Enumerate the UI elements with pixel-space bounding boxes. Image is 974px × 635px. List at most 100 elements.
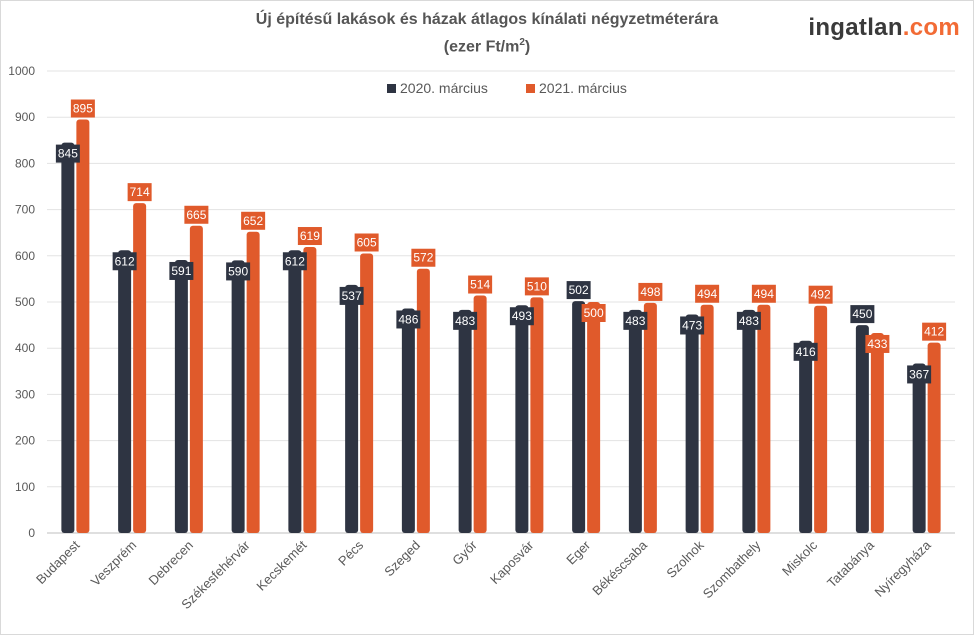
data-label: 500 <box>584 306 604 320</box>
y-tick-label: 700 <box>15 203 35 217</box>
data-label: 483 <box>739 314 759 328</box>
data-label: 591 <box>171 264 191 278</box>
data-label: 473 <box>682 318 702 332</box>
data-label-box <box>736 311 761 330</box>
data-label: 605 <box>357 235 377 249</box>
data-label: 367 <box>909 367 929 381</box>
bar-2021 <box>927 342 941 533</box>
x-tick-label: Győr <box>449 537 480 568</box>
bar-2020 <box>174 259 188 533</box>
bar-2020 <box>912 363 926 533</box>
x-tick-label: Debrecen <box>146 538 196 588</box>
x-tick-label: Eger <box>563 537 593 567</box>
data-label: 665 <box>186 208 206 222</box>
chart-subtitle-suffix: ) <box>524 38 531 56</box>
x-tick-label: Tatabánya <box>824 537 878 591</box>
bar-2020 <box>685 314 699 533</box>
data-label-box <box>241 211 266 230</box>
bar-2021 <box>870 332 884 533</box>
chart-subtitle-prefix: (ezer Ft/m <box>443 38 520 56</box>
data-label: 612 <box>115 254 135 268</box>
legend-label: 2021. március <box>539 80 627 96</box>
data-label: 498 <box>640 285 660 299</box>
y-tick-label: 300 <box>15 387 35 401</box>
data-label-box <box>509 307 534 326</box>
data-label-box <box>226 262 251 281</box>
data-label: 450 <box>852 307 872 321</box>
bar-2020 <box>345 284 359 533</box>
data-label: 612 <box>285 254 305 268</box>
data-label: 537 <box>342 289 362 303</box>
data-label-box <box>566 281 591 300</box>
x-tick-label: Kecskemét <box>253 537 309 593</box>
bar-2021 <box>587 302 601 533</box>
y-tick-label: 600 <box>15 249 35 263</box>
bar-2020 <box>799 340 813 533</box>
x-tick-label: Pécs <box>335 537 366 568</box>
bar-2020 <box>855 325 869 533</box>
data-label: 510 <box>527 279 547 293</box>
bar-2021 <box>189 225 203 533</box>
data-label: 483 <box>455 314 475 328</box>
data-label: 412 <box>924 325 944 339</box>
data-label-box <box>907 365 932 384</box>
data-label: 502 <box>569 283 589 297</box>
bar-2021 <box>473 295 487 533</box>
x-tick-label: Budapest <box>33 537 83 587</box>
data-label: 572 <box>413 251 433 265</box>
bar-2021 <box>416 268 430 533</box>
legend: 2020. március 2021. március <box>387 80 627 96</box>
bar-2020 <box>742 309 756 533</box>
data-label: 483 <box>625 314 645 328</box>
y-tick-label: 0 <box>28 526 35 540</box>
x-tick-label: Békéscsaba <box>589 537 650 598</box>
data-label: 895 <box>73 102 93 116</box>
chart-title: Új építésű lakások és házak átlagos kíná… <box>0 8 974 58</box>
logo-dot: . <box>902 14 910 41</box>
bar-2020 <box>118 250 132 534</box>
bar-2020 <box>572 301 586 533</box>
bar-2021 <box>700 304 714 533</box>
data-label-box <box>55 144 80 163</box>
data-label-box <box>850 305 875 324</box>
data-label: 493 <box>512 309 532 323</box>
data-label-box <box>638 282 663 301</box>
logo-tld: com <box>909 14 960 41</box>
y-tick-label: 100 <box>15 480 35 494</box>
data-label-box <box>127 183 152 202</box>
chart-title-main: Új építésű lakások és házak átlagos kíná… <box>255 11 719 28</box>
data-label-box <box>793 342 818 361</box>
bar-2020 <box>401 308 415 533</box>
bar-2021 <box>814 305 828 533</box>
data-label-box <box>70 99 95 118</box>
data-label-box <box>524 277 549 296</box>
data-label-box <box>169 261 194 280</box>
x-tick-label: Miskolc <box>779 537 821 579</box>
data-label-box <box>184 205 209 224</box>
data-label-box <box>751 284 776 303</box>
data-label-box <box>396 310 421 329</box>
data-label: 433 <box>867 337 887 351</box>
data-label: 416 <box>796 345 816 359</box>
chart-subtitle-sup: 2 <box>519 37 525 48</box>
data-label: 619 <box>300 229 320 243</box>
data-label-box <box>468 275 493 294</box>
data-label: 845 <box>58 147 78 161</box>
data-label-box <box>695 284 720 303</box>
legend-swatch <box>526 84 535 93</box>
data-label-box <box>680 316 705 335</box>
y-tick-label: 200 <box>15 434 35 448</box>
legend-label: 2020. március <box>400 80 488 96</box>
bar-2021 <box>360 253 374 534</box>
data-label-box <box>581 304 606 322</box>
x-tick-label: Nyíregyháza <box>872 537 935 600</box>
data-label-box <box>865 334 890 353</box>
x-tick-label: Kaposvár <box>487 537 537 587</box>
data-label: 492 <box>811 288 831 302</box>
x-tick-label: Veszprém <box>88 538 139 589</box>
bars <box>61 119 941 534</box>
y-tick-label: 1000 <box>8 64 35 78</box>
data-label-box <box>411 248 436 267</box>
data-label-box <box>297 227 322 246</box>
